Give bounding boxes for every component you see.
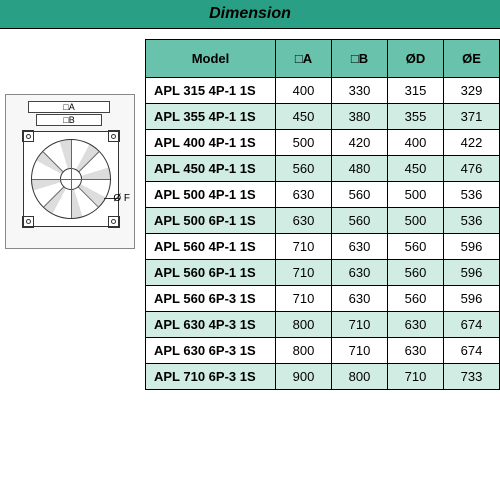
cell-value: 400 xyxy=(388,130,444,156)
table-row: APL 710 6P-3 1S900800710733 xyxy=(146,364,500,390)
cell-value: 380 xyxy=(332,104,388,130)
cell-value: 560 xyxy=(388,260,444,286)
cell-value: 329 xyxy=(444,78,500,104)
cell-value: 630 xyxy=(388,312,444,338)
cell-value: 674 xyxy=(444,312,500,338)
dimension-table: Model □A □B ØD ØE APL 315 4P-1 1S4003303… xyxy=(145,39,500,390)
cell-value: 420 xyxy=(332,130,388,156)
cell-value: 800 xyxy=(276,338,332,364)
fan-diagram: □A □B Ø F xyxy=(5,94,135,249)
cell-model: APL 450 4P-1 1S xyxy=(146,156,276,182)
cell-value: 596 xyxy=(444,286,500,312)
cell-value: 315 xyxy=(388,78,444,104)
cell-value: 560 xyxy=(276,156,332,182)
cell-value: 674 xyxy=(444,338,500,364)
cell-value: 630 xyxy=(276,182,332,208)
fan-icon xyxy=(31,139,111,219)
col-model: Model xyxy=(146,40,276,78)
cell-value: 371 xyxy=(444,104,500,130)
table-row: APL 630 6P-3 1S800710630674 xyxy=(146,338,500,364)
cell-value: 630 xyxy=(276,208,332,234)
cell-value: 560 xyxy=(388,234,444,260)
fan-hub-icon xyxy=(60,168,82,190)
cell-value: 500 xyxy=(388,208,444,234)
cell-value: 596 xyxy=(444,260,500,286)
cell-model: APL 315 4P-1 1S xyxy=(146,78,276,104)
cell-model: APL 630 6P-3 1S xyxy=(146,338,276,364)
cell-value: 710 xyxy=(276,260,332,286)
cell-value: 630 xyxy=(332,260,388,286)
cell-value: 630 xyxy=(332,286,388,312)
cell-model: APL 630 4P-3 1S xyxy=(146,312,276,338)
table-row: APL 400 4P-1 1S500420400422 xyxy=(146,130,500,156)
cell-value: 900 xyxy=(276,364,332,390)
cell-model: APL 710 6P-3 1S xyxy=(146,364,276,390)
cell-value: 355 xyxy=(388,104,444,130)
table-row: APL 500 6P-1 1S630560500536 xyxy=(146,208,500,234)
cell-value: 480 xyxy=(332,156,388,182)
cell-model: APL 400 4P-1 1S xyxy=(146,130,276,156)
table-row: APL 560 6P-1 1S710630560596 xyxy=(146,260,500,286)
diameter-f-label: Ø F xyxy=(113,193,130,204)
cell-value: 536 xyxy=(444,182,500,208)
cell-value: 800 xyxy=(332,364,388,390)
col-e: ØE xyxy=(444,40,500,78)
title-bar: Dimension xyxy=(0,0,500,29)
cell-model: APL 500 4P-1 1S xyxy=(146,182,276,208)
cell-value: 560 xyxy=(332,208,388,234)
cell-value: 710 xyxy=(332,312,388,338)
cell-model: APL 560 6P-1 1S xyxy=(146,260,276,286)
cell-value: 330 xyxy=(332,78,388,104)
table-header-row: Model □A □B ØD ØE xyxy=(146,40,500,78)
cell-value: 710 xyxy=(332,338,388,364)
table-row: APL 500 4P-1 1S630560500536 xyxy=(146,182,500,208)
table-row: APL 560 4P-1 1S710630560596 xyxy=(146,234,500,260)
cell-value: 710 xyxy=(276,286,332,312)
table-row: APL 315 4P-1 1S400330315329 xyxy=(146,78,500,104)
cell-value: 400 xyxy=(276,78,332,104)
cell-value: 710 xyxy=(388,364,444,390)
table-body: APL 315 4P-1 1S400330315329APL 355 4P-1 … xyxy=(146,78,500,390)
table-row: APL 450 4P-1 1S560480450476 xyxy=(146,156,500,182)
table-row: APL 355 4P-1 1S450380355371 xyxy=(146,104,500,130)
cell-model: APL 500 6P-1 1S xyxy=(146,208,276,234)
content: □A □B Ø F Model □A □B ØD xyxy=(0,29,500,390)
dimension-b-label: □B xyxy=(36,114,102,126)
cell-value: 450 xyxy=(276,104,332,130)
cell-value: 422 xyxy=(444,130,500,156)
cell-value: 710 xyxy=(276,234,332,260)
cell-value: 500 xyxy=(276,130,332,156)
dimension-table-wrap: Model □A □B ØD ØE APL 315 4P-1 1S4003303… xyxy=(145,39,500,390)
cell-value: 450 xyxy=(388,156,444,182)
cell-value: 560 xyxy=(332,182,388,208)
col-b: □B xyxy=(332,40,388,78)
cell-value: 630 xyxy=(388,338,444,364)
cell-model: APL 560 4P-1 1S xyxy=(146,234,276,260)
cell-value: 536 xyxy=(444,208,500,234)
col-a: □A xyxy=(276,40,332,78)
cell-value: 500 xyxy=(388,182,444,208)
page-title: Dimension xyxy=(209,5,291,22)
col-d: ØD xyxy=(388,40,444,78)
dimension-a-label: □A xyxy=(28,101,110,113)
table-row: APL 560 6P-3 1S710630560596 xyxy=(146,286,500,312)
cell-value: 596 xyxy=(444,234,500,260)
cell-value: 476 xyxy=(444,156,500,182)
cell-value: 800 xyxy=(276,312,332,338)
cell-model: APL 355 4P-1 1S xyxy=(146,104,276,130)
cell-model: APL 560 6P-3 1S xyxy=(146,286,276,312)
cell-value: 733 xyxy=(444,364,500,390)
diagram-panel: □A □B Ø F xyxy=(0,39,145,390)
cell-value: 560 xyxy=(388,286,444,312)
cell-value: 630 xyxy=(332,234,388,260)
table-row: APL 630 4P-3 1S800710630674 xyxy=(146,312,500,338)
